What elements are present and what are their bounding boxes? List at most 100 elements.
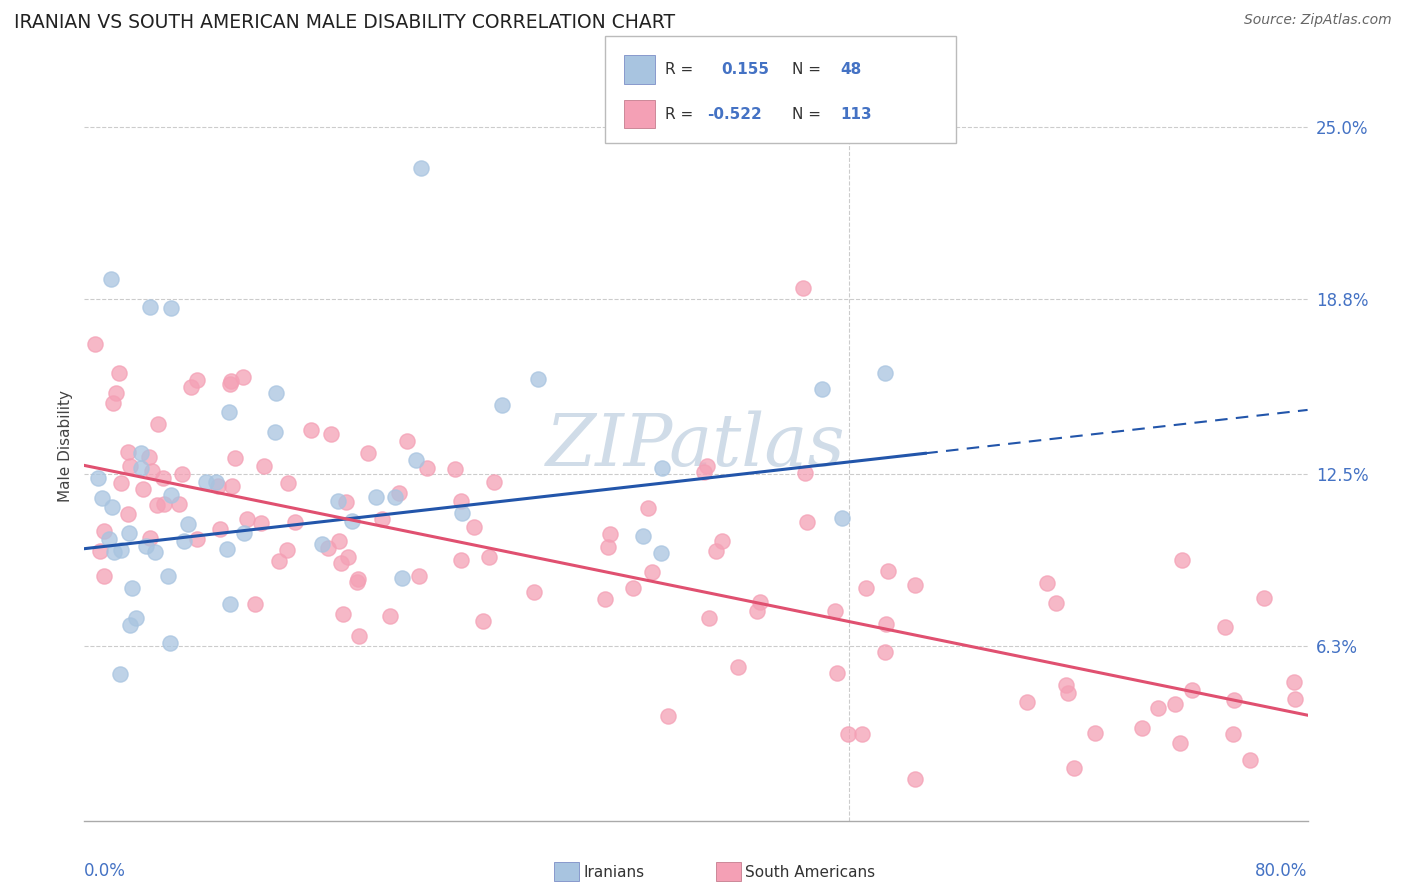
Point: [117, 507, 139, 521]
Point: [641, 565, 664, 579]
Point: [697, 611, 720, 625]
Point: [208, 522, 231, 536]
Point: [157, 569, 180, 583]
Point: [792, 281, 814, 295]
Point: [138, 450, 160, 464]
Point: [250, 516, 273, 530]
Point: [319, 426, 342, 441]
Point: [443, 462, 465, 476]
Point: [138, 300, 160, 314]
Point: [176, 516, 198, 531]
Point: [328, 533, 350, 548]
Point: [1223, 693, 1246, 707]
Point: [1017, 695, 1039, 709]
Point: [384, 490, 406, 504]
Point: [219, 376, 242, 391]
Point: [657, 709, 679, 723]
Point: [108, 666, 131, 681]
Point: [332, 607, 354, 622]
Point: [366, 490, 388, 504]
Point: [1222, 727, 1244, 741]
Point: [118, 458, 141, 473]
Point: [357, 446, 380, 460]
Point: [1213, 620, 1236, 634]
Y-axis label: Male Disability: Male Disability: [58, 390, 73, 502]
Point: [87, 471, 110, 485]
Point: [408, 568, 430, 582]
Point: [152, 497, 174, 511]
Point: [749, 595, 772, 609]
Point: [796, 515, 818, 529]
Point: [851, 727, 873, 741]
Point: [276, 542, 298, 557]
Point: [824, 604, 846, 618]
Point: [477, 549, 499, 564]
Point: [83, 337, 105, 351]
Point: [811, 382, 834, 396]
Point: [267, 554, 290, 568]
Point: [523, 584, 546, 599]
Text: 0.0%: 0.0%: [84, 863, 127, 880]
Point: [484, 475, 506, 489]
Point: [491, 398, 513, 412]
Point: [527, 372, 550, 386]
Point: [146, 417, 169, 431]
Point: [160, 301, 183, 315]
Text: Source: ZipAtlas.com: Source: ZipAtlas.com: [1244, 13, 1392, 28]
Point: [224, 450, 246, 465]
Point: [631, 529, 654, 543]
Point: [450, 494, 472, 508]
Point: [180, 380, 202, 394]
Point: [1130, 721, 1153, 735]
Point: [904, 578, 927, 592]
Point: [335, 494, 357, 508]
Point: [132, 482, 155, 496]
Point: [342, 514, 364, 528]
Text: 0.155: 0.155: [721, 62, 769, 77]
Point: [794, 466, 817, 480]
Point: [117, 444, 139, 458]
Point: [330, 556, 353, 570]
Text: ZIPatlas: ZIPatlas: [546, 410, 846, 482]
Point: [409, 161, 432, 176]
Point: [277, 476, 299, 491]
Point: [337, 550, 360, 565]
Point: [159, 636, 181, 650]
Point: [650, 546, 672, 560]
Point: [1045, 596, 1067, 610]
Point: [450, 506, 472, 520]
Point: [1084, 726, 1107, 740]
Point: [173, 533, 195, 548]
Point: [311, 537, 333, 551]
Point: [621, 581, 644, 595]
Point: [108, 366, 131, 380]
Point: [118, 618, 141, 632]
Point: [704, 544, 727, 558]
Point: [89, 543, 111, 558]
Point: [693, 465, 716, 479]
Point: [346, 573, 368, 587]
Text: Iranians: Iranians: [583, 865, 644, 880]
Point: [146, 498, 169, 512]
Point: [167, 497, 190, 511]
Point: [215, 541, 238, 556]
Point: [696, 459, 718, 474]
Point: [232, 370, 254, 384]
Point: [1253, 591, 1275, 605]
Point: [1282, 674, 1305, 689]
Point: [316, 541, 339, 556]
Point: [875, 616, 897, 631]
Point: [1239, 753, 1261, 767]
Point: [876, 564, 898, 578]
Point: [143, 545, 166, 559]
Text: 80.0%: 80.0%: [1256, 863, 1308, 880]
Text: R =: R =: [665, 107, 693, 121]
Point: [593, 592, 616, 607]
Point: [93, 524, 115, 538]
Point: [405, 453, 427, 467]
Point: [1036, 576, 1059, 591]
Text: South Americans: South Americans: [745, 865, 876, 880]
Point: [1164, 697, 1187, 711]
Point: [450, 553, 472, 567]
Point: [110, 476, 132, 491]
